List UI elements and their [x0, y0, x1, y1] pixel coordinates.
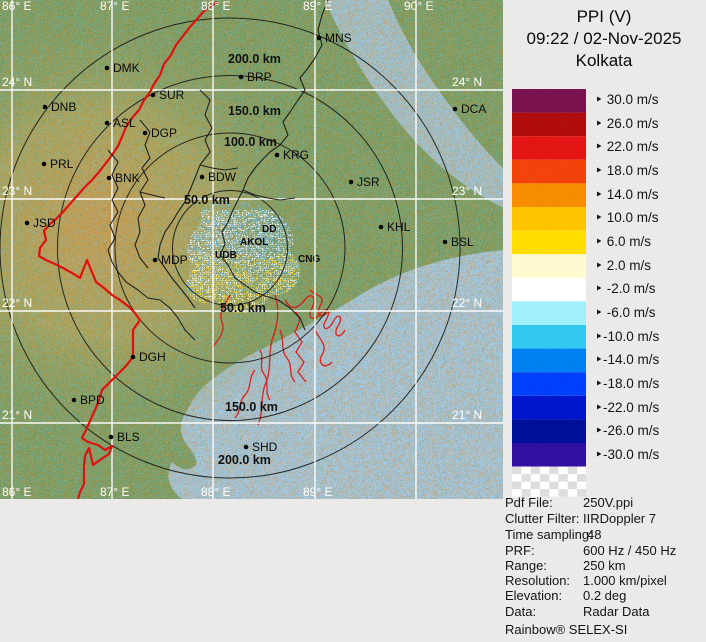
svg-text:87° E: 87° E — [100, 485, 129, 499]
svg-text:IIRDoppler 7: IIRDoppler 7 — [583, 511, 656, 526]
svg-text:‣ -2.0 m/s: ‣ -2.0 m/s — [595, 281, 656, 296]
svg-text:Time sampling:: Time sampling: — [505, 527, 593, 542]
svg-text:ASL: ASL — [113, 116, 136, 130]
svg-text:‣ -6.0 m/s: ‣ -6.0 m/s — [595, 305, 656, 320]
svg-text:21° N: 21° N — [2, 408, 32, 422]
svg-text:89° E: 89° E — [303, 485, 332, 499]
svg-text:22° N: 22° N — [2, 296, 32, 310]
svg-text:DGP: DGP — [151, 126, 177, 140]
svg-text:‣ 10.0 m/s: ‣ 10.0 m/s — [595, 210, 659, 225]
svg-text:‣-14.0 m/s: ‣-14.0 m/s — [595, 352, 659, 367]
svg-text:Range:: Range: — [505, 558, 547, 573]
svg-text:200.0 km: 200.0 km — [218, 453, 271, 467]
svg-text:BLS: BLS — [117, 430, 140, 444]
svg-text:50.0 km: 50.0 km — [184, 193, 230, 207]
svg-text:Kolkata: Kolkata — [576, 51, 633, 70]
svg-text:87° E: 87° E — [100, 0, 129, 13]
svg-text:‣ 18.0 m/s: ‣ 18.0 m/s — [595, 163, 659, 178]
svg-text:24° N: 24° N — [2, 75, 32, 89]
svg-text:MDP: MDP — [161, 253, 188, 267]
svg-text:BDW: BDW — [208, 170, 237, 184]
svg-text:SHD: SHD — [252, 440, 278, 454]
svg-text:Resolution:: Resolution: — [505, 573, 570, 588]
svg-text:KRG: KRG — [283, 148, 309, 162]
svg-text:150.0 km: 150.0 km — [228, 104, 281, 118]
svg-text:Rainbow® SELEX-SI: Rainbow® SELEX-SI — [505, 622, 627, 637]
svg-text:‣ 14.0 m/s: ‣ 14.0 m/s — [595, 187, 659, 202]
svg-text:1.000 km/pixel: 1.000 km/pixel — [583, 573, 667, 588]
svg-text:86° E: 86° E — [2, 0, 31, 13]
svg-text:‣-30.0 m/s: ‣-30.0 m/s — [595, 447, 659, 462]
svg-text:24° N: 24° N — [452, 75, 482, 89]
svg-text:MNS: MNS — [325, 31, 352, 45]
svg-text:DMK: DMK — [113, 61, 140, 75]
svg-text:‣ 6.0 m/s: ‣ 6.0 m/s — [595, 234, 651, 249]
svg-text:BPD: BPD — [80, 393, 105, 407]
svg-text:AKOL: AKOL — [240, 237, 268, 248]
svg-text:21° N: 21° N — [452, 408, 482, 422]
svg-text:‣-26.0 m/s: ‣-26.0 m/s — [595, 423, 659, 438]
svg-text:‣ 2.0 m/s: ‣ 2.0 m/s — [595, 258, 651, 273]
svg-text:Clutter Filter:: Clutter Filter: — [505, 511, 579, 526]
svg-text:BSL: BSL — [451, 235, 474, 249]
svg-text:JSR: JSR — [357, 175, 380, 189]
svg-text:PRF:: PRF: — [505, 543, 535, 558]
svg-text:50.0 km: 50.0 km — [220, 301, 266, 315]
svg-text:DNB: DNB — [51, 100, 76, 114]
svg-text:89° E: 89° E — [303, 0, 332, 13]
svg-text:09:22 / 02-Nov-2025: 09:22 / 02-Nov-2025 — [527, 29, 682, 48]
svg-text:88° E: 88° E — [201, 485, 230, 499]
svg-text:90° E: 90° E — [404, 0, 433, 13]
svg-text:PPI (V): PPI (V) — [577, 7, 632, 26]
svg-text:BRP: BRP — [247, 70, 272, 84]
svg-text:Elevation:: Elevation: — [505, 588, 562, 603]
svg-text:600 Hz / 450 Hz: 600 Hz / 450 Hz — [583, 543, 676, 558]
svg-text:‣ 22.0 m/s: ‣ 22.0 m/s — [595, 139, 659, 154]
svg-text:0.2 deg: 0.2 deg — [583, 588, 626, 603]
svg-text:‣-22.0 m/s: ‣-22.0 m/s — [595, 400, 659, 415]
svg-text:‣ 26.0 m/s: ‣ 26.0 m/s — [595, 116, 659, 131]
svg-text:JSD: JSD — [33, 216, 56, 230]
svg-text:250V.ppi: 250V.ppi — [583, 495, 633, 510]
svg-text:‣-18.0 m/s: ‣-18.0 m/s — [595, 376, 659, 391]
svg-text:250 km: 250 km — [583, 558, 626, 573]
svg-text:Radar Data: Radar Data — [583, 604, 650, 619]
svg-text:SUR: SUR — [159, 88, 185, 102]
svg-text:Pdf File:: Pdf File: — [505, 495, 553, 510]
svg-text:22° N: 22° N — [452, 296, 482, 310]
svg-text:PRL: PRL — [50, 157, 74, 171]
svg-text:DD: DD — [262, 224, 276, 235]
svg-text:CNG: CNG — [298, 254, 320, 265]
svg-text:DCA: DCA — [461, 102, 486, 116]
svg-text:‣-10.0 m/s: ‣-10.0 m/s — [595, 329, 659, 344]
svg-text:23° N: 23° N — [2, 184, 32, 198]
svg-text:100.0 km: 100.0 km — [224, 135, 277, 149]
svg-text:200.0 km: 200.0 km — [228, 52, 281, 66]
svg-text:Data:: Data: — [505, 604, 536, 619]
svg-text:‣ 30.0 m/s: ‣ 30.0 m/s — [595, 92, 659, 107]
svg-text:UDB: UDB — [215, 250, 237, 261]
svg-text:DGH: DGH — [139, 350, 166, 364]
svg-text:88° E: 88° E — [201, 0, 230, 13]
svg-text:KHL: KHL — [387, 220, 411, 234]
svg-text:150.0 km: 150.0 km — [225, 400, 278, 414]
svg-text:BNK: BNK — [115, 171, 140, 185]
svg-text:86° E: 86° E — [2, 485, 31, 499]
svg-text:48: 48 — [587, 527, 601, 542]
svg-text:23° N: 23° N — [452, 184, 482, 198]
